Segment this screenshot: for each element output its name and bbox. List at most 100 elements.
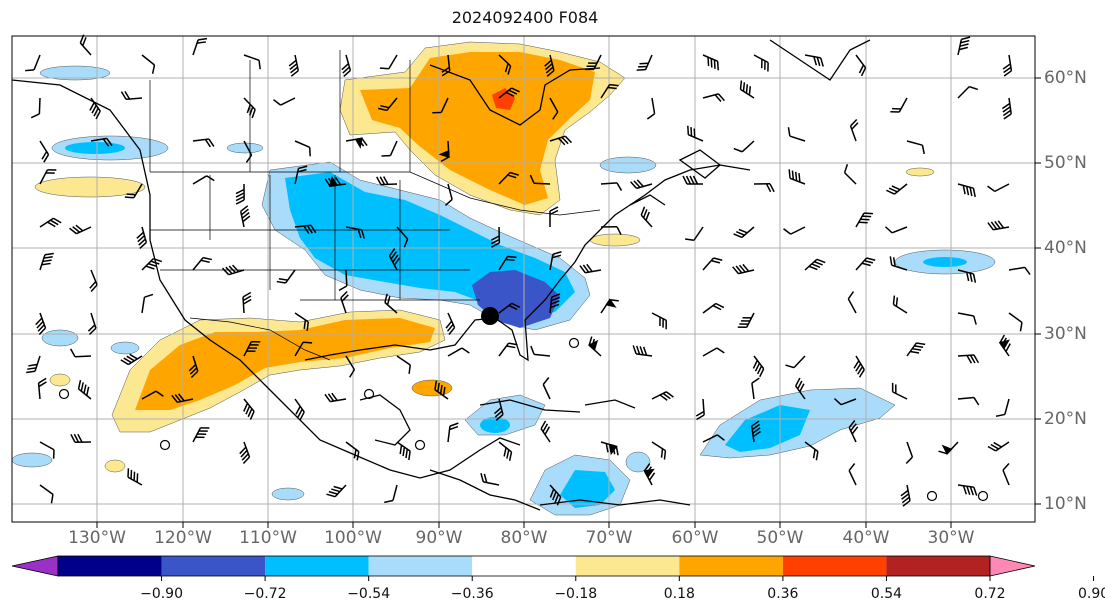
us-canada-border — [150, 171, 601, 216]
lon-label: 90°W — [415, 528, 463, 548]
wind-barb — [388, 248, 401, 271]
wind-barb — [89, 269, 98, 293]
wind-barb — [587, 336, 602, 357]
wind-barb — [987, 441, 1010, 452]
wind-barb — [294, 312, 310, 331]
wind-barb — [855, 257, 876, 271]
colorbar-tick-label: 0.54 — [870, 586, 903, 602]
cool-spot-2 — [110, 341, 140, 355]
wind-barb — [855, 212, 873, 228]
wind-barb — [549, 135, 573, 146]
wind-barb — [490, 226, 501, 248]
wind-barb — [906, 140, 925, 155]
wind-barb — [276, 269, 296, 284]
wind-barb — [787, 127, 806, 142]
wind-barb — [39, 217, 62, 228]
wind-barb — [549, 251, 562, 271]
lon-label: 130°W — [68, 528, 126, 548]
wind-barb — [498, 255, 517, 271]
colorbar-frame — [57, 555, 991, 577]
wind-barb — [242, 291, 252, 314]
wind-barb — [288, 54, 300, 77]
wind-barb — [384, 484, 398, 504]
wind-barb — [938, 441, 959, 456]
wind-barb — [498, 54, 512, 75]
wind-barb — [447, 422, 459, 443]
wind-barb — [753, 183, 775, 193]
south-america-north — [539, 499, 691, 506]
wind-barb — [239, 441, 251, 465]
anomaly-fills — [11, 41, 996, 516]
wind-barb — [753, 54, 769, 72]
wind-barb — [127, 468, 143, 486]
colorbar-tick-label: −0.72 — [243, 586, 287, 602]
wind-barb — [434, 380, 449, 400]
lat-label: 20°N — [1044, 409, 1087, 429]
wind-barb — [646, 97, 656, 120]
wind-barb — [294, 140, 311, 157]
wind-barb — [379, 54, 398, 70]
wind-barb — [441, 54, 451, 77]
wind-barb — [529, 174, 551, 185]
wind-barb — [702, 434, 725, 443]
wind-barb — [549, 484, 562, 506]
wind-barb — [136, 226, 148, 249]
wind-barb — [957, 354, 980, 364]
warm-anomaly-canada-inner — [360, 52, 595, 205]
na-pacific-coast — [11, 79, 521, 479]
wind-barb — [120, 90, 143, 101]
wind-barb — [39, 169, 57, 185]
wind-barb — [345, 355, 356, 378]
map-title: 2024092400 F084 — [451, 8, 599, 27]
wind-barb — [192, 256, 213, 271]
wind-barb — [900, 484, 911, 507]
wind-barb — [987, 183, 1010, 193]
wind-barb — [651, 441, 667, 460]
wind-barb — [530, 345, 551, 357]
wind-barb — [188, 355, 199, 379]
wind-barb — [702, 302, 725, 314]
wind-barb — [447, 347, 470, 357]
cuba — [479, 399, 581, 413]
lon-label: 70°W — [585, 528, 633, 548]
wind-barb — [1008, 312, 1023, 332]
wind-barb — [294, 341, 313, 357]
storm-center-marker — [481, 307, 499, 325]
wind-barb — [884, 226, 908, 234]
wind-barb — [702, 54, 719, 71]
lon-label: 40°W — [842, 528, 890, 548]
wind-barb — [340, 290, 349, 314]
colorbar-tick-label: 0.18 — [663, 586, 695, 602]
wind-barbs — [25, 34, 1031, 507]
wind-barb — [886, 183, 908, 195]
wind-barb — [141, 257, 163, 271]
wind-barb — [987, 220, 1010, 231]
wind-barb — [695, 398, 705, 421]
wind-barb — [243, 398, 255, 420]
wind-barb — [239, 205, 251, 228]
cool-spot-atl-ne-core — [923, 257, 967, 267]
wind-barb — [338, 269, 348, 292]
colorbar-segment — [161, 556, 266, 576]
wind-barb — [498, 302, 521, 314]
cool-spot-3 — [11, 452, 53, 468]
wind-barb — [957, 183, 976, 198]
wind-barb — [141, 54, 156, 74]
wind-barb — [89, 97, 101, 120]
lon-label: 50°W — [756, 528, 804, 548]
wind-barb — [636, 54, 653, 71]
wind-barb — [498, 171, 519, 185]
wind-barb — [480, 473, 500, 486]
wind-barb — [444, 183, 453, 206]
lon-label: 80°W — [500, 528, 548, 548]
lon-label: 60°W — [671, 528, 719, 548]
wind-barb — [751, 377, 760, 400]
wind-barb — [739, 80, 755, 99]
wind-barb — [600, 83, 619, 99]
wind-barb — [833, 398, 857, 406]
wind-barb — [345, 441, 360, 461]
state-lines — [150, 175, 480, 301]
wind-barb — [752, 355, 765, 378]
wind-barb — [243, 54, 261, 70]
